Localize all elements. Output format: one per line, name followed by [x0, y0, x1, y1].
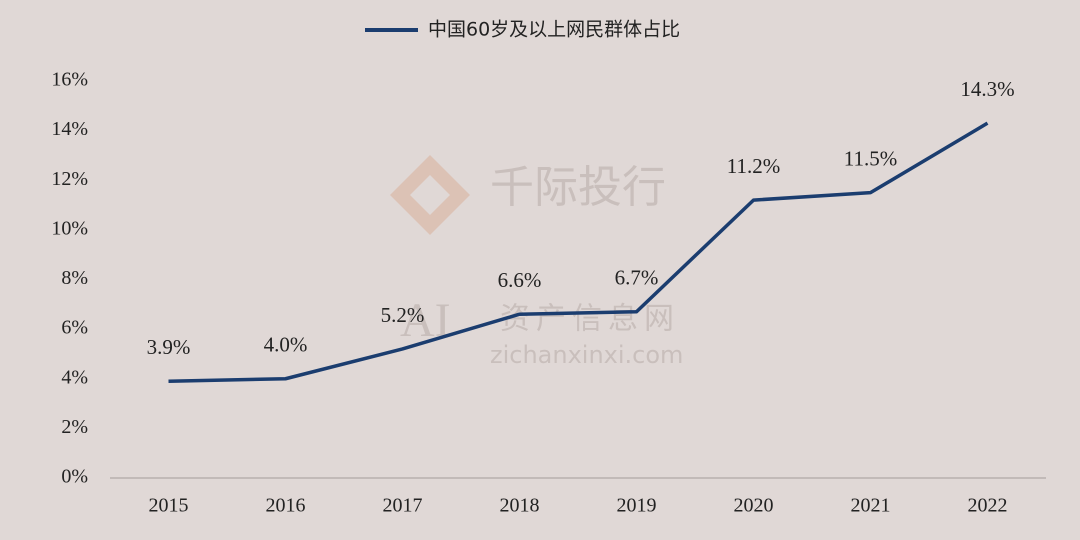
- y-tick-label: 2%: [61, 416, 88, 438]
- y-tick-label: 10%: [51, 217, 88, 239]
- x-tick-label: 2019: [617, 495, 657, 517]
- data-label: 6.7%: [615, 266, 659, 290]
- line: [168, 121, 989, 383]
- x-tick-label: 2018: [500, 495, 540, 517]
- data-label: 14.3%: [960, 77, 1014, 101]
- watermark-text: 千际投行: [490, 162, 666, 213]
- y-tick-label: 14%: [51, 118, 88, 140]
- x-tick-label: 2022: [968, 495, 1008, 517]
- x-tick-label: 2017: [383, 495, 423, 517]
- watermark-logo: [390, 155, 470, 235]
- data-label: 4.0%: [264, 333, 308, 357]
- legend-label: 中国60岁及以上网民群体占比: [428, 19, 680, 41]
- y-tick-label: 4%: [61, 366, 88, 388]
- x-tick-label: 2016: [266, 495, 306, 517]
- y-tick-label: 8%: [61, 267, 88, 289]
- y-tick-label: 12%: [51, 168, 88, 190]
- watermark-text: zichanxinxi.com: [490, 341, 683, 369]
- data-label: 3.9%: [147, 335, 191, 359]
- data-label: 11.2%: [727, 154, 780, 178]
- y-tick-label: 6%: [61, 317, 88, 339]
- x-tick-label: 2020: [734, 495, 774, 517]
- data-label: 5.2%: [381, 303, 425, 327]
- y-tick-label: 16%: [51, 69, 88, 91]
- y-tick-label: 0%: [61, 466, 88, 488]
- x-tick-label: 2021: [851, 495, 891, 517]
- data-label: 6.6%: [498, 268, 542, 292]
- x-tick-label: 2015: [149, 495, 189, 517]
- watermark-text: 资产信息网: [500, 302, 680, 337]
- data-label: 11.5%: [844, 146, 897, 170]
